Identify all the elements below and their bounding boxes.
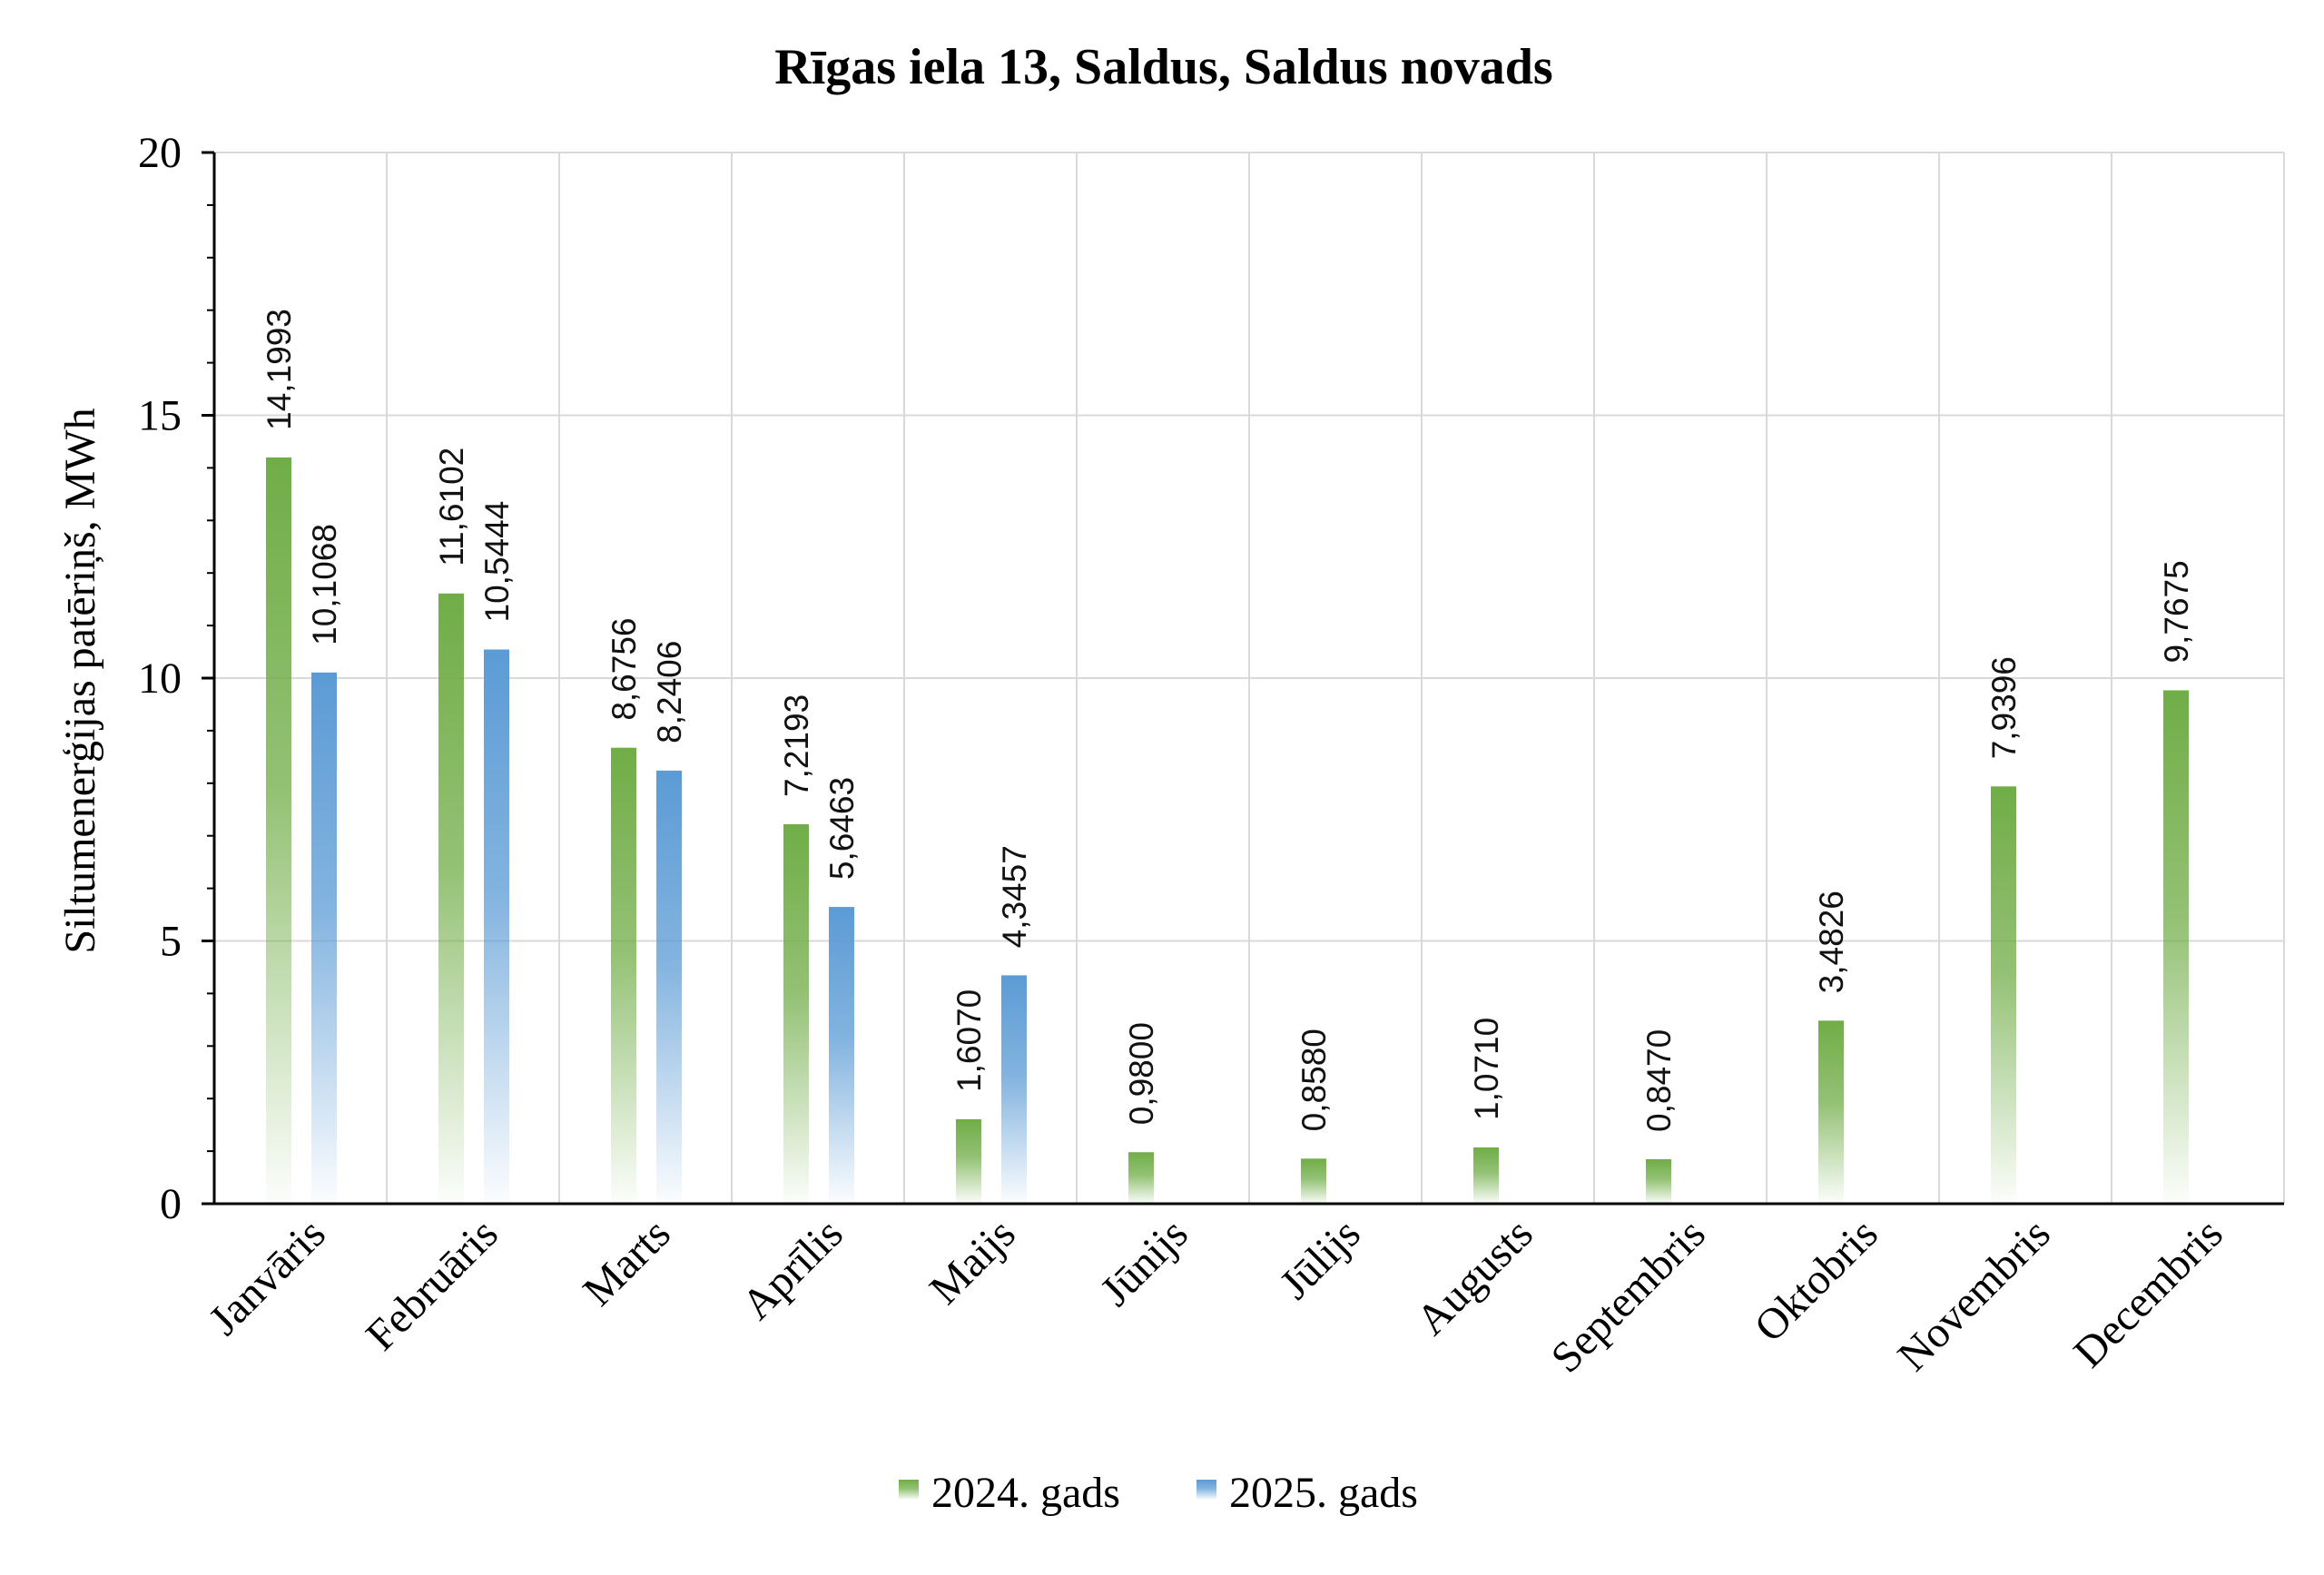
data-label: 8,6756 [606, 618, 643, 721]
gridlines [214, 152, 2285, 1204]
legend-swatch-2024 [899, 1480, 919, 1500]
x-tick-label: Maijs [921, 1209, 1025, 1314]
bar-2025 [1001, 975, 1027, 1204]
data-label: 0,8580 [1295, 1029, 1333, 1131]
bar-2025 [311, 672, 337, 1204]
x-tick-label: Oktobris [1746, 1209, 1887, 1351]
bar-2024 [956, 1118, 981, 1204]
chart-title: Rīgas iela 13, Saldus, Saldus novads [774, 39, 1552, 95]
x-tick-label: Janvāris [200, 1209, 335, 1344]
data-label: 0,8470 [1640, 1029, 1678, 1132]
x-tick-label: Decembris [2064, 1209, 2231, 1376]
y-tick-label: 15 [138, 392, 182, 440]
data-label: 11,6102 [433, 448, 470, 566]
bar-2025 [484, 649, 509, 1204]
x-tick-label: Marts [574, 1209, 680, 1315]
x-tick-label: Aprīlis [733, 1209, 852, 1329]
x-tick-label: Februāris [357, 1209, 507, 1360]
bar-2024 [1646, 1158, 1671, 1204]
data-label: 8,2406 [651, 641, 688, 743]
bar-2024 [1128, 1152, 1154, 1204]
bar-2024 [1473, 1147, 1499, 1204]
legend: 2024. gads 2025. gads [899, 1469, 1418, 1517]
data-label: 10,1068 [306, 524, 343, 645]
data-label: 3,4826 [1813, 891, 1850, 993]
legend-label: 2024. gads [931, 1469, 1120, 1517]
bar-2025 [656, 770, 682, 1204]
bar-2024 [1818, 1020, 1844, 1204]
x-tick-label: Septembris [1542, 1209, 1715, 1382]
bar-2024 [1301, 1158, 1326, 1204]
bar-2025 [829, 907, 854, 1204]
bar-2024 [438, 593, 464, 1204]
x-tick-label: Jūnijs [1091, 1209, 1197, 1315]
data-labels: 14,1993 11,6102 8,6756 7,2193 1,6070 0,9800 0,… [261, 309, 2195, 1132]
data-label: 10,5444 [478, 501, 516, 623]
legend-swatch-2025 [1196, 1480, 1216, 1500]
y-tick-label: 0 [160, 1180, 182, 1228]
x-tick-label: Augusts [1407, 1209, 1542, 1344]
y-tick-label: 5 [160, 918, 182, 966]
bar-2024 [783, 824, 809, 1204]
data-label: 4,3457 [996, 845, 1033, 948]
y-axis-label: Siltumenerģijas patēriņš, MWh [56, 408, 104, 953]
bar-2024 [611, 747, 636, 1204]
data-label: 7,9396 [1985, 656, 2023, 759]
data-label: 5,6463 [823, 777, 861, 880]
data-label: 0,9800 [1123, 1022, 1160, 1125]
x-tick-label: Jūlijs [1271, 1209, 1370, 1308]
data-label: 9,7675 [2158, 560, 2195, 663]
bar-2024 [1991, 786, 2016, 1204]
bars [266, 457, 2189, 1204]
y-tick-label: 20 [138, 129, 182, 177]
x-tick-label: Novembris [1888, 1209, 2059, 1380]
y-tick-label: 10 [138, 655, 182, 703]
data-label: 7,2193 [778, 694, 815, 797]
bar-2024 [266, 457, 291, 1204]
data-label: 1,0710 [1468, 1018, 1505, 1120]
data-label: 1,6070 [950, 989, 988, 1092]
bar-2024 [2163, 690, 2189, 1204]
legend-label: 2025. gads [1229, 1469, 1418, 1517]
data-label: 14,1993 [261, 309, 298, 430]
